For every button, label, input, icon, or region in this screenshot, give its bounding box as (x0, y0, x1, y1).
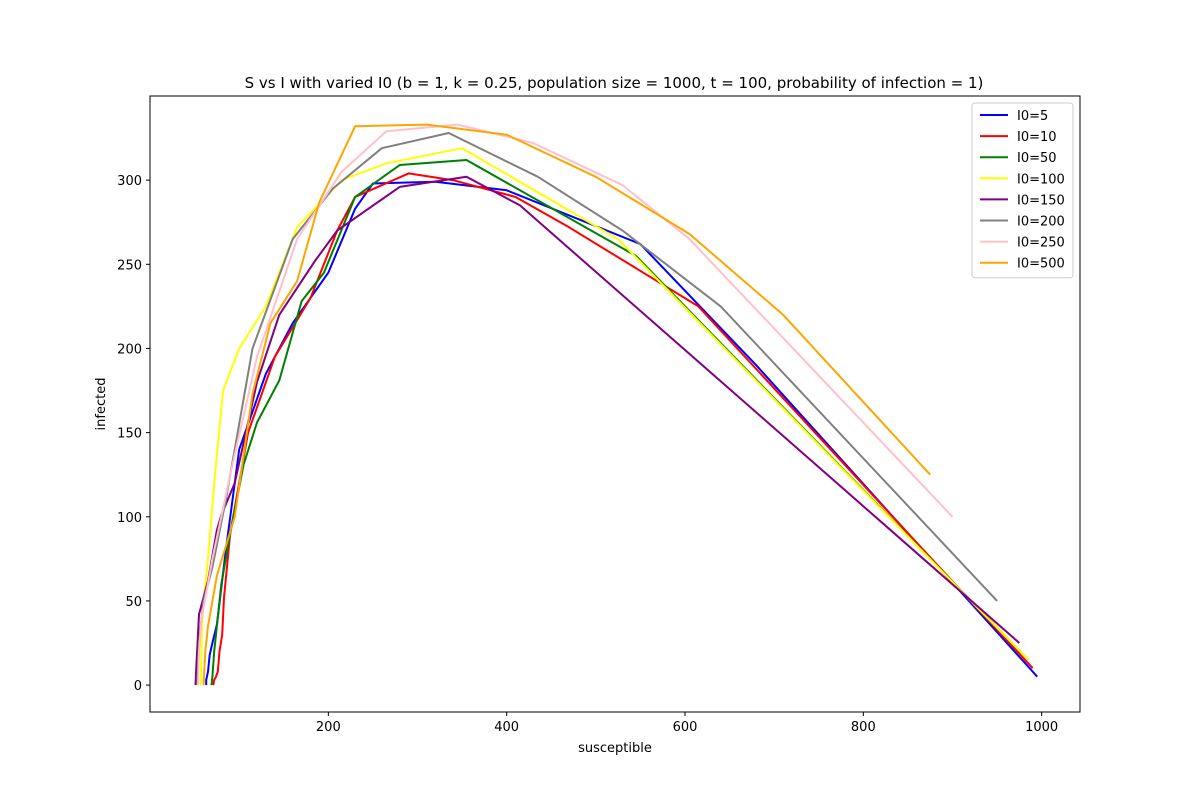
plot-frame (149, 95, 1081, 713)
x-tick-label: 800 (851, 720, 876, 735)
y-axis: 0 50 100 150 200 250 300 (117, 174, 150, 694)
legend-label: I0=200 (1017, 215, 1065, 230)
series-line-i0-500 (202, 123, 931, 686)
legend-label: I0=250 (1017, 236, 1065, 251)
legend: I0=5 I0=10 I0=50 I0=100 I0=150 I0=200 I0=250 I0… (971, 102, 1074, 279)
legend-label: I0=10 (1017, 130, 1057, 145)
y-tick-label: 0 (134, 679, 142, 694)
y-tick-label: 50 (125, 595, 142, 610)
x-axis: 200 400 600 800 1000 (316, 712, 1058, 735)
series-line-i0-250 (197, 123, 954, 686)
series-layer (194, 123, 1038, 686)
chart-title: S vs I with varied I0 (b = 1, k = 0.25, … (245, 74, 984, 92)
series-line-i0-50 (210, 159, 1030, 686)
legend-box (971, 102, 1074, 279)
legend-label: I0=5 (1017, 109, 1048, 124)
y-tick-label: 100 (117, 511, 142, 526)
x-tick-label: 200 (316, 720, 341, 735)
x-tick-label: 600 (673, 720, 698, 735)
series-line-i0-150 (194, 175, 1021, 686)
y-tick-label: 300 (117, 174, 142, 189)
y-tick-label: 200 (117, 342, 142, 357)
legend-label: I0=100 (1017, 172, 1065, 187)
legend-label: I0=500 (1017, 257, 1065, 272)
legend-label: I0=150 (1017, 193, 1065, 208)
y-tick-label: 250 (117, 258, 142, 273)
series-line-i0-200 (196, 132, 998, 686)
series-line-i0-100 (199, 147, 1030, 686)
x-tick-label: 400 (494, 720, 519, 735)
y-axis-label: infected (94, 378, 109, 431)
y-tick-label: 150 (117, 427, 142, 442)
x-axis-label: susceptible (578, 741, 652, 756)
x-tick-label: 1000 (1025, 720, 1058, 735)
legend-label: I0=50 (1017, 151, 1057, 166)
series-line-i0-10 (212, 172, 1034, 686)
